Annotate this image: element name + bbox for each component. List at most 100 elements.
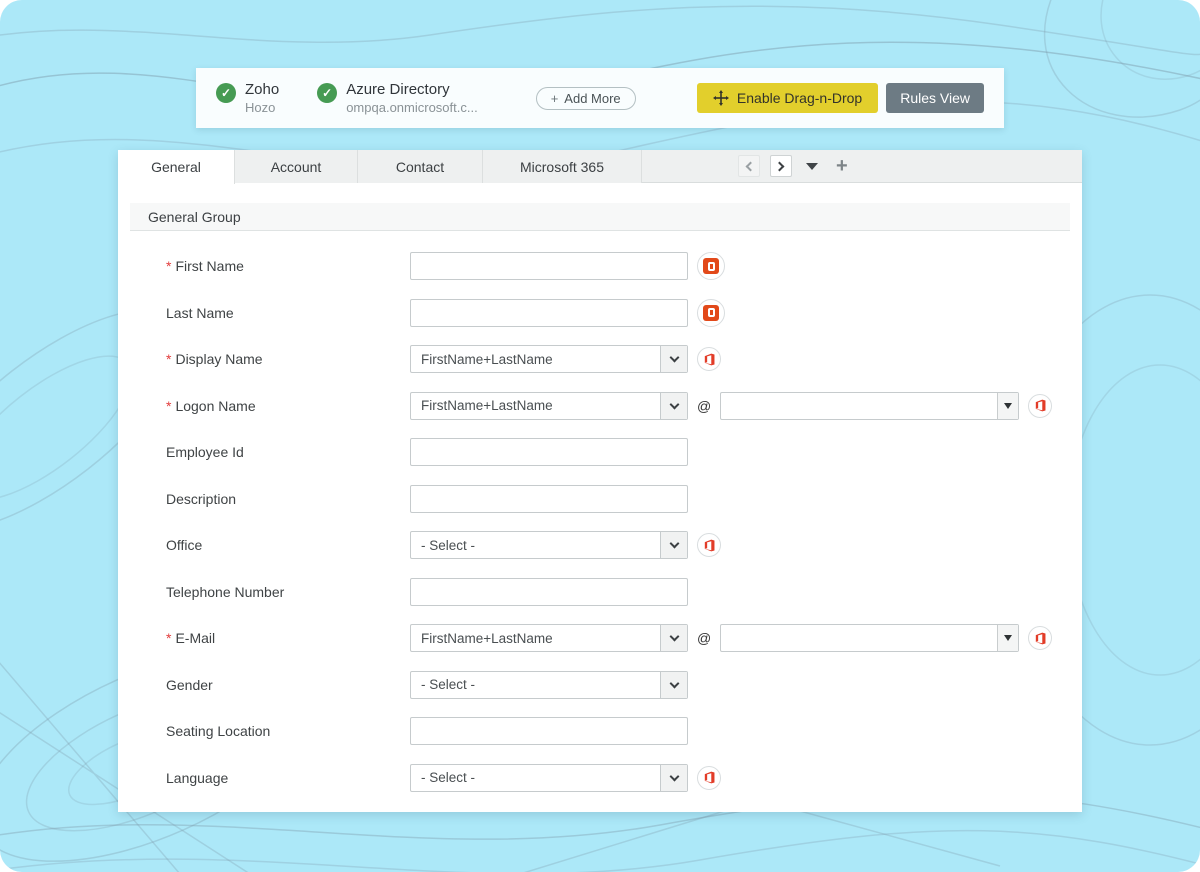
form-row-description: Description	[118, 476, 1082, 523]
gender-select[interactable]: - Select -	[410, 670, 688, 699]
form-row-language: Language - Select -	[118, 755, 1082, 802]
last-name-input[interactable]	[410, 298, 688, 327]
form-rows: * First Name Last Name * Display Name FirstNa…	[118, 243, 1082, 801]
language-select-value: - Select -	[421, 770, 476, 786]
dropdown-triangle-icon	[1004, 402, 1013, 409]
form-row-last-name: Last Name	[118, 290, 1082, 337]
employee-id-input[interactable]	[410, 438, 688, 467]
display-name-label: * Display Name	[166, 351, 410, 367]
office365-logo	[704, 539, 714, 552]
office-select[interactable]: - Select -	[410, 531, 688, 560]
chevron-down-icon	[669, 631, 679, 642]
source-zoho: ✓ Zoho Hozo	[216, 81, 279, 115]
description-field	[410, 484, 688, 513]
general-tab-panel: General Group * First Name Last Name * Displ…	[118, 183, 1082, 812]
employee-id-label: Employee Id	[166, 444, 410, 460]
select-chevron-button[interactable]	[660, 346, 687, 373]
gender-label-text: Gender	[166, 676, 213, 693]
office365-icon	[1028, 626, 1053, 651]
template-window: General Account Contact Microsoft 365 + Gen…	[118, 150, 1082, 812]
first-name-field	[410, 252, 725, 281]
telephone-number-input[interactable]	[410, 577, 688, 606]
seating-location-field	[410, 717, 688, 746]
e-mail-select-value: FirstName+LastName	[421, 630, 553, 646]
tab-navigation: +	[738, 150, 848, 182]
seating-location-label-text: Seating Location	[166, 723, 271, 740]
chevron-down-icon	[669, 352, 679, 363]
e-mail-domain-combobox[interactable]	[720, 624, 1020, 653]
enable-drag-n-drop-button[interactable]: Enable Drag-n-Drop	[696, 83, 879, 113]
description-label-text: Description	[166, 490, 237, 507]
tab-account[interactable]: Account	[235, 150, 358, 183]
form-row-seating-location: Seating Location	[118, 708, 1082, 755]
display-name-select[interactable]: FirstName+LastName	[410, 345, 688, 374]
select-chevron-button[interactable]	[660, 532, 687, 559]
language-select[interactable]: - Select -	[410, 763, 688, 792]
add-more-button[interactable]: + Add More	[535, 86, 636, 110]
rules-view-button[interactable]: Rules View	[886, 83, 984, 113]
display-name-field: FirstName+LastName	[410, 345, 721, 374]
first-name-label-text: First Name	[175, 258, 244, 275]
required-marker: *	[166, 351, 172, 368]
tab-scroll-right-button[interactable]	[770, 155, 792, 177]
at-symbol: @	[697, 397, 712, 414]
logon-name-select-value: FirstName+LastName	[421, 398, 553, 414]
source-name: Azure Directory	[346, 81, 450, 98]
e-mail-field: FirstName+LastName @	[410, 624, 1053, 653]
gender-field: - Select -	[410, 670, 688, 699]
tab-scroll-left-button[interactable]	[738, 155, 760, 177]
office365-logo	[703, 258, 719, 275]
success-check-icon: ✓	[317, 83, 338, 103]
select-chevron-button[interactable]	[660, 764, 687, 791]
e-mail-domain-input[interactable]	[721, 625, 998, 652]
logon-name-domain-input[interactable]	[721, 392, 998, 419]
select-chevron-button[interactable]	[660, 392, 687, 419]
form-row-telephone-number: Telephone Number	[118, 569, 1082, 616]
add-more-label: Add More	[564, 90, 621, 106]
seating-location-label: Seating Location	[166, 723, 410, 739]
logon-name-domain-combobox[interactable]	[720, 391, 1020, 420]
last-name-label: Last Name	[166, 305, 410, 321]
e-mail-domain-dropdown-button[interactable]	[997, 625, 1019, 652]
employee-id-field	[410, 438, 688, 467]
form-row-e-mail: * E-Mail FirstName+LastName @	[118, 615, 1082, 662]
office365-icon	[697, 252, 725, 281]
language-label: Language	[166, 770, 410, 786]
office-select-value: - Select -	[421, 537, 476, 553]
logon-name-domain-dropdown-button[interactable]	[997, 392, 1019, 419]
required-marker: *	[166, 397, 172, 414]
form-row-office: Office - Select -	[118, 522, 1082, 569]
telephone-number-field	[410, 577, 688, 606]
last-name-label-text: Last Name	[166, 304, 234, 321]
office365-icon	[697, 298, 725, 327]
chevron-left-icon	[745, 161, 756, 171]
add-tab-icon[interactable]: +	[836, 155, 848, 177]
tab-strip: General Account Contact Microsoft 365 +	[118, 150, 1082, 184]
e-mail-label-text: E-Mail	[175, 630, 216, 647]
tab-general[interactable]: General	[118, 150, 235, 184]
description-input[interactable]	[410, 484, 688, 513]
select-chevron-button[interactable]	[660, 671, 687, 698]
tab-contact[interactable]: Contact	[358, 150, 483, 183]
logon-name-select[interactable]: FirstName+LastName	[410, 391, 688, 420]
e-mail-select[interactable]: FirstName+LastName	[410, 624, 688, 653]
dropdown-triangle-icon	[1004, 635, 1013, 642]
form-row-gender: Gender - Select -	[118, 662, 1082, 709]
display-name-label-text: Display Name	[175, 351, 263, 368]
select-chevron-button[interactable]	[660, 625, 687, 652]
display-name-select-value: FirstName+LastName	[421, 351, 553, 367]
office-label-text: Office	[166, 537, 203, 554]
language-field: - Select -	[410, 763, 721, 792]
chevron-right-icon	[774, 161, 785, 171]
office365-logo	[1035, 632, 1046, 645]
form-row-display-name: * Display Name FirstName+LastName	[118, 336, 1082, 383]
tab-list-dropdown-icon[interactable]	[806, 162, 818, 170]
office365-icon	[697, 347, 721, 372]
move-icon	[712, 90, 729, 106]
office365-logo	[1035, 399, 1046, 412]
tab-microsoft-365[interactable]: Microsoft 365	[483, 150, 642, 183]
first-name-input[interactable]	[410, 252, 688, 281]
office365-logo-hole	[707, 261, 715, 271]
seating-location-input[interactable]	[410, 717, 688, 746]
